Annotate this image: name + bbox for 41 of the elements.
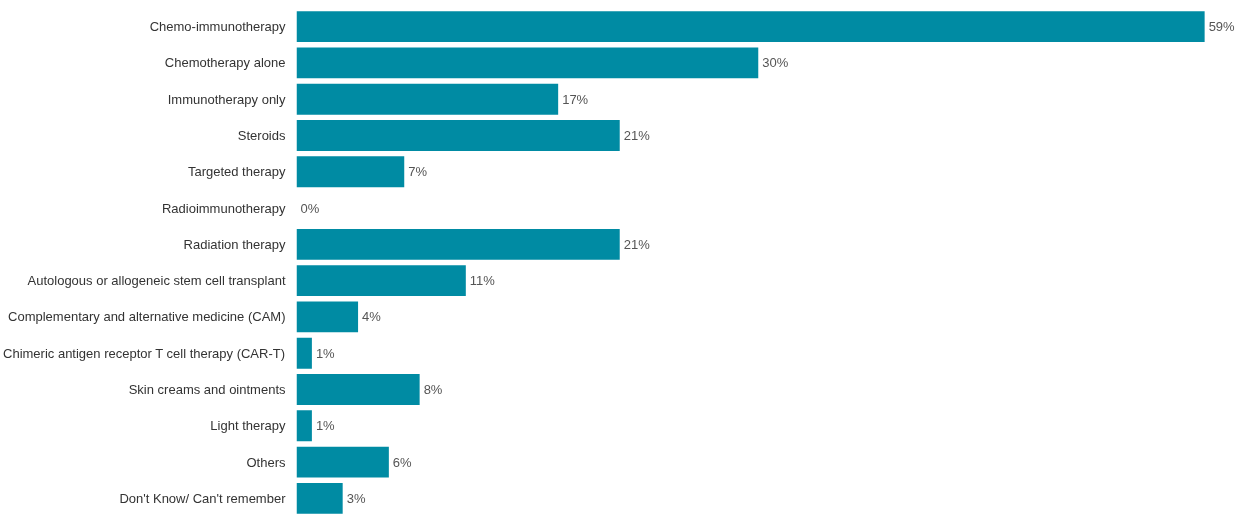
bar bbox=[296, 482, 343, 514]
y-tick-label: Don't Know/ Can't remember bbox=[119, 490, 287, 506]
bar bbox=[296, 301, 359, 333]
bar bbox=[296, 156, 405, 188]
bar bbox=[296, 265, 466, 297]
data-label: 8% bbox=[423, 382, 443, 397]
bar bbox=[296, 47, 759, 79]
data-label: 4% bbox=[362, 309, 382, 325]
y-tick-label: Chemo-immunotherapy bbox=[149, 19, 286, 35]
data-label: 0% bbox=[300, 200, 320, 216]
y-tick-label: Skin creams and ointments bbox=[128, 382, 286, 397]
y-tick-label: Immunotherapy only bbox=[167, 91, 286, 107]
y-tick-label: Complementary and alternative medicine (CAM) bbox=[8, 309, 286, 325]
data-label: 1% bbox=[315, 345, 336, 361]
y-tick-label: Chemotherapy alone bbox=[164, 55, 286, 71]
data-label: 59% bbox=[1208, 19, 1236, 35]
data-label: 11% bbox=[469, 273, 496, 289]
data-label: 21% bbox=[623, 128, 651, 143]
bar bbox=[296, 11, 1205, 43]
y-tick-label: Chimeric antigen receptor T cell therapy (CAR-T) bbox=[3, 345, 286, 361]
data-label: 17% bbox=[562, 91, 589, 107]
data-label: 1% bbox=[315, 418, 336, 434]
data-label: 7% bbox=[408, 164, 428, 180]
data-label: 21% bbox=[623, 236, 651, 252]
bar bbox=[296, 446, 389, 478]
bar bbox=[296, 83, 559, 115]
y-tick-label: Targeted therapy bbox=[187, 164, 286, 180]
bar bbox=[296, 410, 312, 442]
y-tick-label: Others bbox=[246, 454, 286, 470]
y-tick-label: Light therapy bbox=[210, 418, 286, 434]
y-tick-label: Autologous or allogeneic stem cell transplant bbox=[27, 273, 286, 289]
y-tick-label: Radioimmunotherapy bbox=[161, 200, 286, 216]
bar bbox=[296, 374, 420, 405]
data-label: 30% bbox=[762, 55, 789, 71]
data-label: 6% bbox=[392, 454, 413, 470]
y-tick-label: Steroids bbox=[237, 128, 286, 143]
bar bbox=[296, 228, 620, 260]
bar bbox=[296, 337, 312, 369]
bar bbox=[296, 120, 620, 151]
data-label: 3% bbox=[346, 490, 366, 506]
y-tick-label: Radiation therapy bbox=[183, 236, 286, 252]
